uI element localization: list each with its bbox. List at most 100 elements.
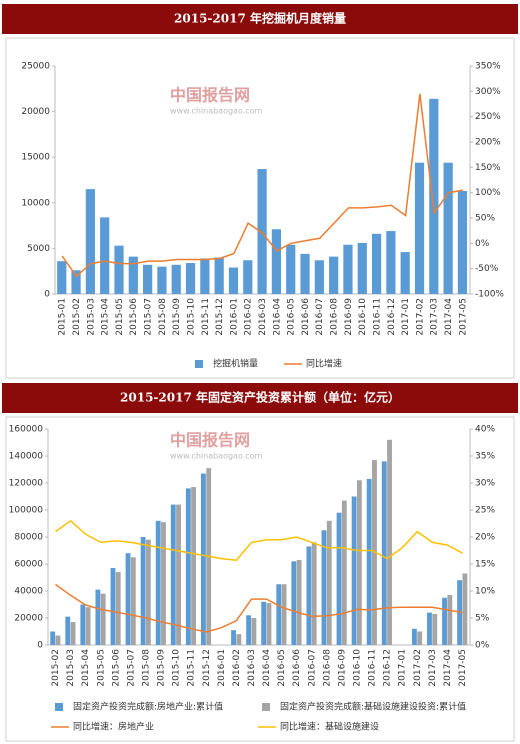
x-tick-label: 2015-09: [157, 649, 167, 687]
bar: [296, 559, 302, 645]
y-tick-label: 140000: [9, 452, 44, 462]
bar: [110, 568, 116, 645]
bar: [411, 628, 417, 645]
chart-title: 2015-2017 年挖掘机月度销量: [174, 11, 346, 26]
line: [55, 583, 463, 633]
x-tick-label: 2016-06: [292, 649, 302, 687]
bar: [85, 607, 91, 645]
x-tick-label: 2016-04: [272, 298, 282, 336]
y-tick-label: 120000: [9, 479, 44, 489]
x-tick-label: 2016-05: [287, 298, 297, 336]
bar: [246, 615, 252, 645]
line: [61, 93, 463, 278]
y2-tick-label: 30%: [475, 479, 495, 489]
bar: [429, 98, 439, 294]
x-tick-label: 2017-04: [444, 298, 454, 336]
x-tick-label: 2017-04: [443, 649, 453, 687]
x-tick-label: 2017-01: [401, 298, 411, 336]
bar: [145, 539, 151, 645]
bar: [50, 631, 56, 645]
x-tick-label: 2015-12: [215, 298, 225, 336]
x-tick-label: 2016-02: [244, 298, 254, 336]
y2-tick-label: 150%: [475, 163, 501, 173]
bar: [191, 487, 197, 645]
bar: [65, 616, 71, 645]
y-tick-label: 20000: [21, 107, 50, 117]
bar: [306, 546, 312, 645]
bar: [432, 613, 438, 645]
x-tick-label: 2015-09: [172, 298, 182, 336]
bar: [336, 512, 342, 645]
y-tick-label: 0: [44, 290, 50, 300]
x-tick-label: 2016-11: [372, 298, 382, 336]
bar: [57, 261, 67, 294]
x-tick-label: 2015-10: [186, 298, 196, 336]
x-tick-label: 2016-08: [330, 298, 340, 336]
y2-tick-label: 20%: [475, 533, 495, 543]
x-tick-label: 2016-08: [322, 649, 332, 687]
bar: [261, 601, 267, 645]
x-tick-label: 2017-05: [458, 298, 468, 336]
watermark-url: www.chinabaogao.com: [170, 452, 263, 461]
x-tick-label: 2016-09: [337, 649, 347, 687]
y2-tick-label: 250%: [475, 112, 501, 122]
bar: [100, 593, 106, 645]
bar: [257, 169, 267, 294]
y-tick-label: 25000: [21, 62, 50, 72]
bar: [85, 189, 95, 294]
x-tick-label: 2015-06: [129, 298, 139, 336]
bar: [286, 244, 296, 294]
x-tick-label: 2015-11: [201, 298, 211, 336]
watermark-url: www.chinabaogao.com: [170, 107, 263, 116]
y2-tick-label: 15%: [475, 560, 495, 570]
x-tick-label: 2015-02: [72, 298, 82, 336]
chart-frame: [5, 37, 515, 379]
x-tick-label: 2015-01: [58, 298, 68, 336]
bar: [442, 597, 447, 645]
line: [55, 519, 463, 561]
x-tick-label: 2016-05: [277, 649, 287, 687]
legend-label: 同比增速：房地产业: [73, 721, 154, 733]
x-tick-label: 2017-05: [458, 649, 468, 687]
bar: [155, 520, 161, 645]
x-tick-label: 2015-05: [115, 298, 125, 336]
y2-tick-label: 35%: [475, 452, 495, 462]
watermark: 中国报告网: [170, 431, 250, 450]
legend-label: 固定资产投资完成额:房地产业:累计值: [73, 701, 223, 713]
bar: [200, 258, 210, 294]
watermark: 中国报告网: [170, 86, 250, 105]
bar: [171, 264, 181, 294]
bar: [351, 496, 357, 645]
x-tick-label: 2017-01: [398, 649, 408, 687]
x-tick-label: 2016-01: [229, 298, 239, 336]
x-tick-label: 2017-02: [415, 298, 425, 336]
bar: [71, 270, 81, 294]
y2-tick-label: 300%: [475, 87, 501, 97]
legend-label: 挖掘机销量: [213, 358, 258, 370]
x-tick-label: 2016-10: [352, 649, 362, 687]
y-tick-label: 0: [37, 641, 43, 651]
bar: [311, 542, 317, 645]
legend-swatch: [55, 703, 63, 711]
x-tick-label: 2016-10: [358, 298, 368, 336]
bar: [314, 260, 324, 294]
bar: [236, 634, 242, 645]
bar: [228, 267, 239, 294]
x-tick-label: 2015-03: [66, 649, 76, 687]
y-tick-label: 10000: [21, 198, 50, 208]
bar: [176, 504, 181, 645]
y2-tick-label: 50%: [475, 214, 495, 224]
x-tick-label: 2015-04: [81, 649, 91, 687]
bar: [140, 537, 146, 645]
bar: [114, 245, 124, 294]
y-tick-label: 80000: [14, 533, 43, 543]
x-tick-label: 2015-02: [51, 649, 61, 687]
x-tick-label: 2017-02: [413, 649, 423, 687]
bar: [130, 557, 136, 645]
x-tick-label: 2016-03: [247, 649, 257, 687]
bar: [427, 612, 432, 645]
x-tick-label: 2016-01: [217, 649, 227, 687]
title-bar: [2, 4, 518, 34]
bar: [157, 266, 167, 294]
y2-tick-label: 10%: [475, 587, 495, 597]
